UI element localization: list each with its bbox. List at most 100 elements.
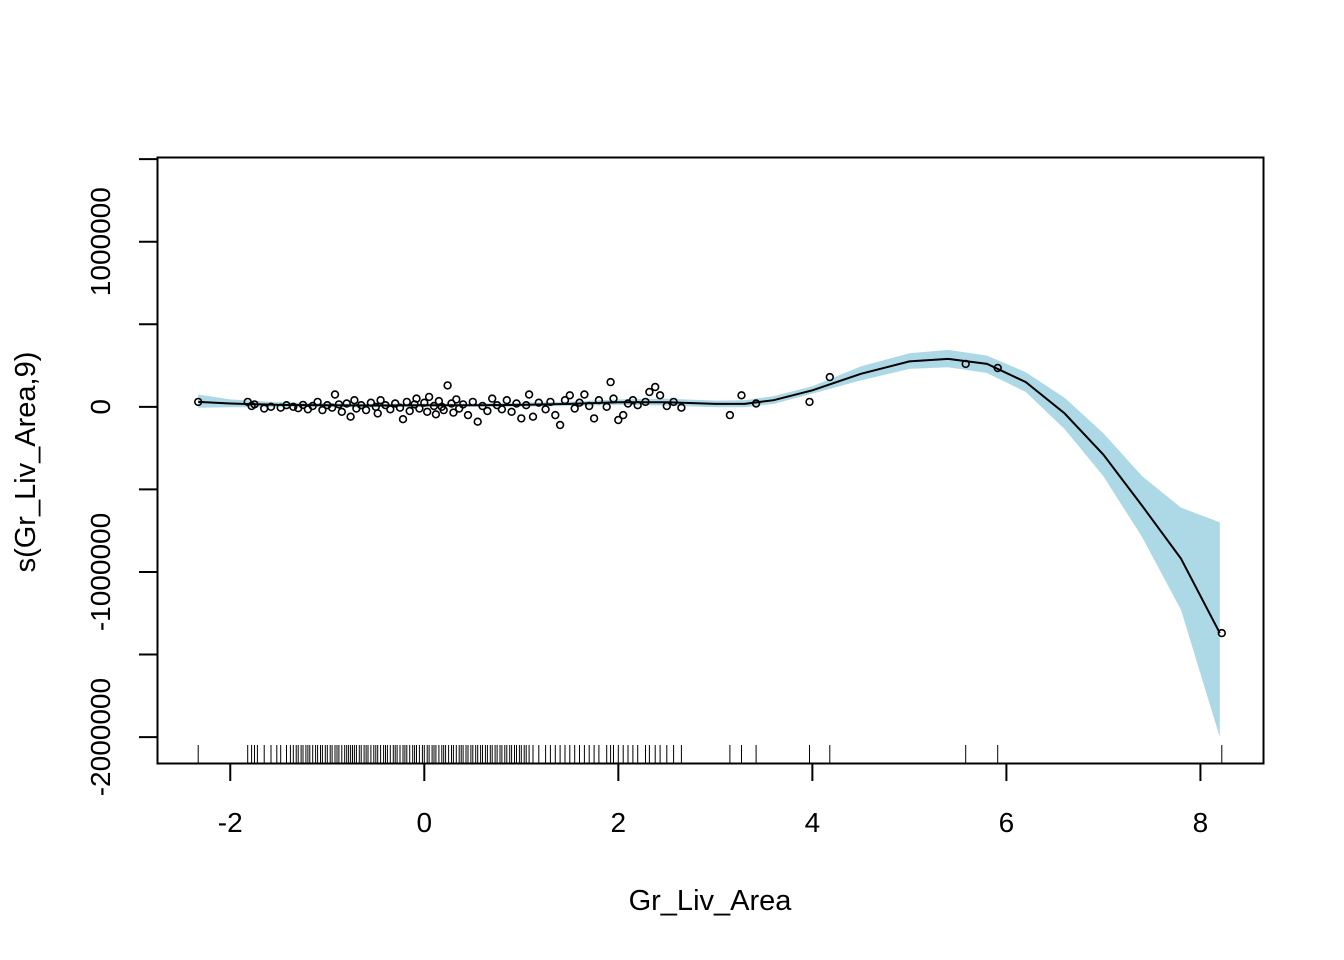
x-axis-label: Gr_Liv_Area xyxy=(629,885,793,917)
data-point xyxy=(534,398,543,407)
data-point xyxy=(628,396,638,405)
data-point xyxy=(405,406,414,416)
data-point xyxy=(751,399,761,408)
data-point xyxy=(266,402,276,411)
data-point xyxy=(560,396,570,405)
data-point xyxy=(575,398,584,407)
data-point xyxy=(618,410,628,420)
x-tick-label: -2 xyxy=(218,807,243,838)
data-point xyxy=(391,399,400,408)
data-point xyxy=(313,397,322,407)
data-point xyxy=(381,401,390,410)
data-point xyxy=(584,401,594,411)
partial-residual-points-layer xyxy=(194,359,1227,638)
data-point xyxy=(330,390,340,399)
data-point xyxy=(429,401,439,411)
data-point xyxy=(993,363,1002,373)
x-tick-label: 2 xyxy=(611,807,627,838)
data-point xyxy=(194,397,203,407)
data-point xyxy=(431,410,441,419)
data-point xyxy=(492,401,502,410)
data-point xyxy=(669,397,678,407)
data-point xyxy=(737,391,746,400)
data-point xyxy=(570,404,579,413)
x-tick-label: 0 xyxy=(417,807,433,838)
data-point xyxy=(555,420,565,430)
data-point xyxy=(805,397,814,407)
data-point xyxy=(412,394,421,403)
data-point xyxy=(677,403,686,412)
data-point xyxy=(308,401,317,411)
data-point xyxy=(541,405,550,414)
data-point xyxy=(641,397,650,407)
x-tick-label: 8 xyxy=(1193,807,1209,838)
data-point xyxy=(350,396,359,405)
data-point xyxy=(497,405,507,414)
data-point xyxy=(463,410,473,420)
data-point xyxy=(633,401,642,410)
data-point xyxy=(357,401,366,410)
data-point xyxy=(606,377,615,387)
data-point xyxy=(528,412,538,421)
data-point xyxy=(468,397,477,407)
data-point xyxy=(565,391,574,400)
data-point xyxy=(602,402,611,411)
data-point xyxy=(488,394,497,403)
data-point xyxy=(439,405,448,415)
confidence-band-layer xyxy=(198,349,1220,738)
y-axis-label: s(Gr_Liv_Area,9) xyxy=(10,352,42,573)
data-point xyxy=(458,400,468,409)
data-point xyxy=(318,405,327,415)
data-point xyxy=(524,390,534,399)
y-tick-label: 1000000 xyxy=(85,187,116,296)
data-point xyxy=(609,394,618,403)
data-point xyxy=(361,405,371,415)
rug-layer xyxy=(197,745,1223,763)
data-point xyxy=(415,404,424,413)
data-point xyxy=(298,400,308,410)
data-point xyxy=(366,398,376,407)
data-point xyxy=(334,400,344,409)
y-tick-label: 0 xyxy=(85,399,116,415)
data-point xyxy=(420,398,429,407)
y-tick-label: -1000000 xyxy=(85,513,116,631)
data-point xyxy=(580,390,589,399)
y-axis: -2000000 -1000000 0 1000000 xyxy=(85,158,159,796)
data-point xyxy=(650,382,660,392)
data-point xyxy=(443,381,452,390)
data-point xyxy=(373,409,382,418)
data-point xyxy=(645,387,654,397)
data-point xyxy=(589,414,599,423)
data-point xyxy=(478,401,487,411)
data-point xyxy=(521,401,531,410)
data-point xyxy=(398,415,408,424)
data-point xyxy=(825,372,834,382)
smooth-line xyxy=(198,357,1221,634)
y-tick-label: -2000000 xyxy=(85,678,116,796)
data-point xyxy=(512,399,521,408)
data-point xyxy=(452,395,461,404)
data-point xyxy=(346,412,355,421)
x-tick-label: 6 xyxy=(999,807,1015,838)
data-point xyxy=(342,399,351,408)
data-point xyxy=(395,403,405,412)
data-point xyxy=(289,402,298,411)
data-point xyxy=(546,397,555,407)
x-tick-label: 4 xyxy=(805,807,821,838)
data-point xyxy=(961,359,970,369)
data-point xyxy=(614,415,623,425)
data-point xyxy=(402,397,411,407)
data-point xyxy=(447,399,456,408)
data-point xyxy=(337,407,346,416)
data-point xyxy=(517,414,526,423)
data-point xyxy=(483,406,492,416)
data-point xyxy=(594,396,604,405)
data-point xyxy=(423,407,432,416)
confidence-band xyxy=(198,349,1220,738)
data-point xyxy=(376,396,385,405)
data-point xyxy=(507,407,516,416)
data-point xyxy=(386,405,395,414)
x-axis: -2 0 2 4 6 8 xyxy=(218,762,1209,838)
smooth-line-layer xyxy=(198,357,1221,634)
data-point xyxy=(327,403,337,412)
